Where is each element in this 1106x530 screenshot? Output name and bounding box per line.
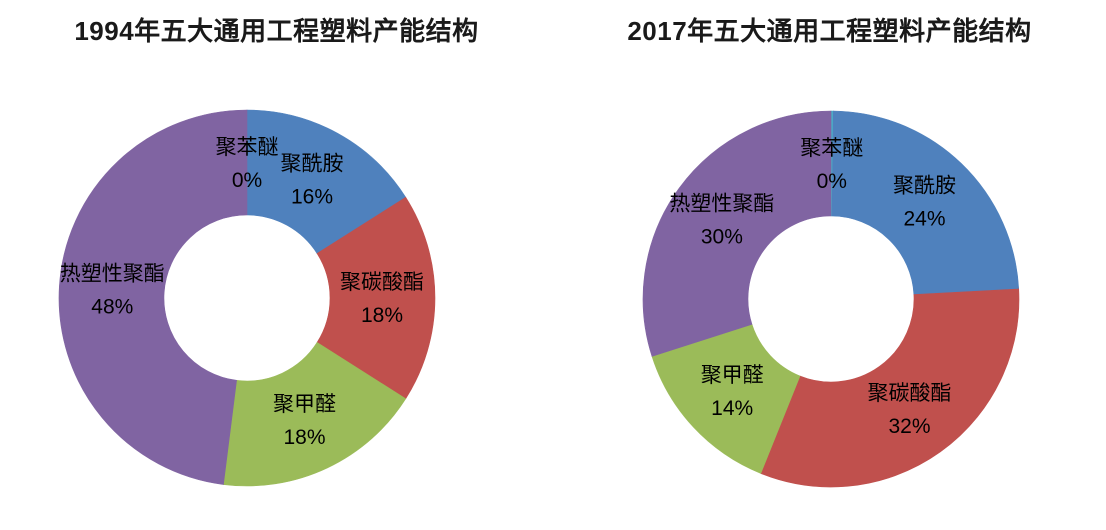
slice-label-聚酰胺: 聚酰胺 16%: [281, 153, 344, 209]
slice-label-聚苯醚: 聚苯醚 0%: [216, 136, 279, 192]
chart-title-2017: 2017年五大通用工程塑料产能结构: [627, 16, 1032, 46]
donut-chart-2017: 聚苯醚 0% 聚酰胺 24% 聚碳酸酯 32% 聚甲醛 14% 热塑性聚酯 30%: [642, 110, 1020, 488]
slice-label-热塑性聚酯: 热塑性聚酯 30%: [669, 192, 774, 248]
donut-slice-热塑性聚酯: [642, 110, 832, 357]
slice-label-聚甲醛: 聚甲醛 18%: [273, 393, 336, 449]
chart-title-1994: 1994年五大通用工程塑料产能结构: [74, 16, 479, 46]
donut-slice-聚甲醛: [223, 342, 407, 487]
slice-label-聚酰胺: 聚酰胺 24%: [893, 175, 956, 231]
chart-panel-1994: 1994年五大通用工程塑料产能结构 聚苯醚 0% 聚酰胺 16% 聚碳酸酯 18% 聚甲醛 1…: [58, 16, 479, 487]
slice-label-聚苯醚: 聚苯醚 0%: [800, 137, 863, 193]
donut-slice-聚酰胺: [246, 109, 407, 254]
slice-label-热塑性聚酯: 热塑性聚酯 48%: [60, 263, 165, 319]
slice-label-聚甲醛: 聚甲醛 14%: [701, 364, 764, 420]
chart-panel-2017: 2017年五大通用工程塑料产能结构 聚苯醚 0% 聚酰胺 24% 聚碳酸酯 32% 聚甲醛 1…: [553, 0, 1106, 530]
donut-slice-聚酰胺: [831, 110, 1020, 295]
slice-label-聚碳酸酯: 聚碳酸酯 32%: [868, 382, 952, 438]
donut-slice-聚碳酸酯: [760, 288, 1020, 488]
donut-slice-聚碳酸酯: [316, 196, 436, 400]
slice-label-聚碳酸酯: 聚碳酸酯 18%: [340, 271, 424, 327]
donut-slice-聚甲醛: [651, 323, 801, 474]
donut-slice-热塑性聚酯: [58, 109, 248, 485]
donut-chart-1994: 聚苯醚 0%聚酰胺 16% 聚碳酸酯 18% 聚甲醛 18% 热塑性聚酯 48%: [58, 109, 436, 487]
